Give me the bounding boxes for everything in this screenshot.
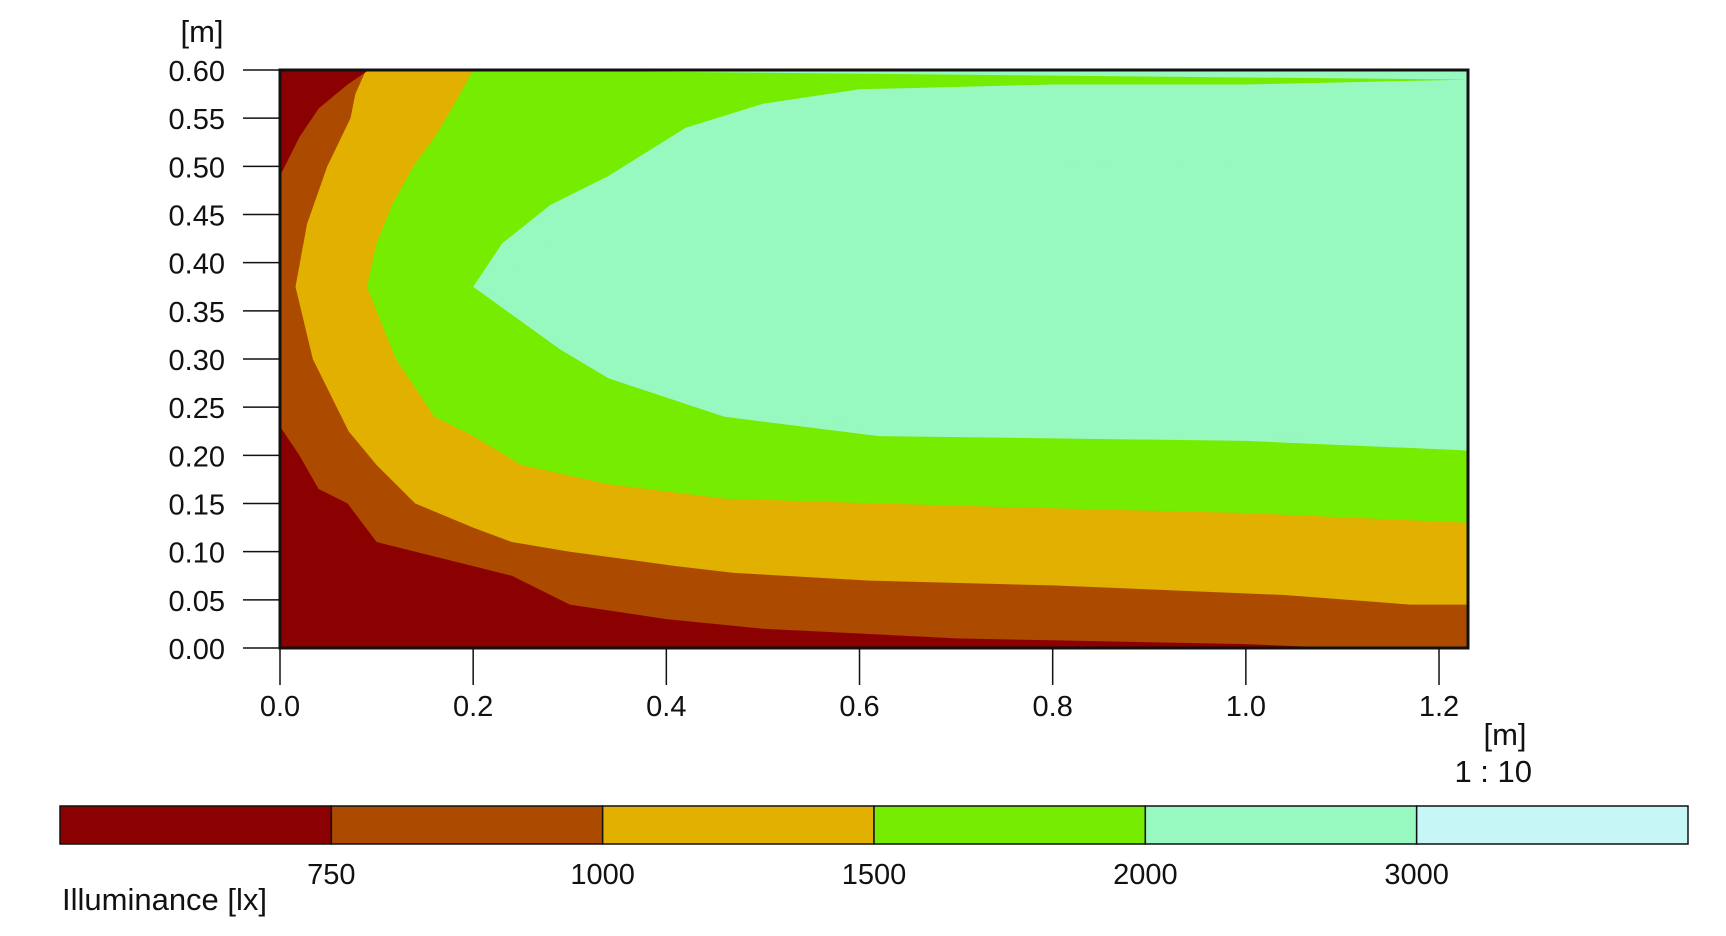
legend-threshold-label: 3000 [1384, 859, 1449, 891]
x-axis-unit-label: [m] [1483, 717, 1526, 752]
contour-band-below-750-top-left [280, 70, 369, 176]
x-tick-label: 1.0 [1226, 691, 1266, 723]
x-tick-label: 0.4 [646, 691, 686, 723]
contour-band-below-750-bottom [280, 426, 1343, 648]
scale-ratio-label: 1 : 10 [1454, 754, 1532, 789]
y-tick-label: 0.00 [169, 634, 225, 666]
x-tick-label: 0.8 [1033, 691, 1073, 723]
y-tick-label: 0.25 [169, 393, 225, 425]
x-tick-label: 1.2 [1419, 691, 1459, 723]
y-axis: [m] 0.00 0.05 0.10 0.15 0.20 0.25 0.30 0.35 0.40… [169, 14, 280, 666]
x-tick-label: 0.0 [260, 691, 300, 723]
contour-band--3000 [482, 151, 1468, 451]
y-axis-unit-label: [m] [180, 14, 223, 49]
y-tick-label: 0.05 [169, 586, 225, 618]
y-tick-label: 0.50 [169, 152, 225, 184]
y-tick-label: 0.30 [169, 345, 225, 377]
x-tick-label: 0.2 [453, 691, 493, 723]
legend-swatch [1144, 805, 1418, 845]
y-tick-label: 0.40 [169, 249, 225, 281]
y-tick-label: 0.55 [169, 104, 225, 136]
legend-threshold-label: 2000 [1113, 859, 1178, 891]
y-tick-label: 0.60 [169, 56, 225, 88]
y-tick-label: 0.45 [169, 201, 225, 233]
legend-swatch [601, 805, 875, 845]
y-tick-label: 0.15 [169, 490, 225, 522]
legend-swatch [1415, 805, 1689, 845]
legend-threshold-label: 1500 [842, 859, 907, 891]
contour-bands [280, 70, 1468, 648]
legend-title: Illuminance [lx] [62, 882, 267, 917]
y-tick-label: 0.20 [169, 441, 225, 473]
legend-swatch [59, 805, 333, 845]
legend-threshold-label: 750 [307, 859, 355, 891]
y-tick-label: 0.35 [169, 297, 225, 329]
plot-area [278, 68, 1470, 650]
x-axis: 0.0 0.2 0.4 0.6 0.8 1.0 1.2 [m] 1 : 10 [260, 648, 1532, 789]
x-tick-label: 0.6 [839, 691, 879, 723]
legend-swatch [330, 805, 604, 845]
y-tick-label: 0.10 [169, 538, 225, 570]
legend-swatch [873, 805, 1147, 845]
legend-threshold-label: 1000 [570, 859, 635, 891]
legend: 750 1000 1500 2000 3000 Illuminance [lx] [59, 805, 1689, 917]
